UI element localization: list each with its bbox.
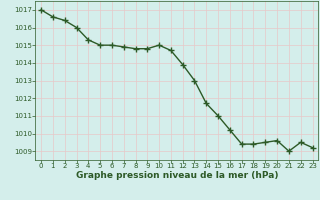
X-axis label: Graphe pression niveau de la mer (hPa): Graphe pression niveau de la mer (hPa) [76, 171, 278, 180]
